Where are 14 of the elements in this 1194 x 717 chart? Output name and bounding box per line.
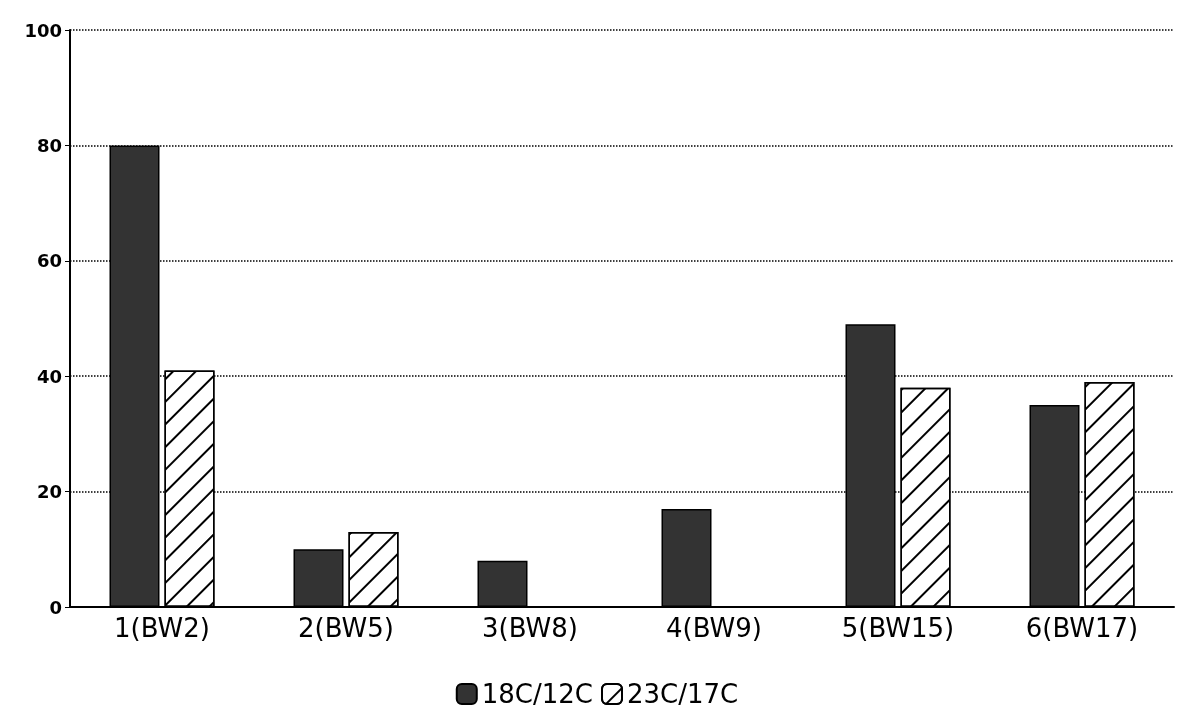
- y-tick-label: 0: [49, 596, 62, 618]
- y-tick-label: 100: [24, 19, 62, 41]
- x-tick-label: 1(BW2): [114, 613, 210, 643]
- x-tick-label: 5(BW15): [841, 613, 955, 643]
- x-tick-label: 3(BW8): [482, 613, 578, 643]
- x-tick-label: 2(BW5): [298, 613, 394, 643]
- y-tick-label: 40: [36, 365, 62, 387]
- y-tick-label: 20: [36, 481, 62, 503]
- legend-label: 23C/17C: [627, 679, 739, 709]
- x-tick-label: 6(BW17): [1025, 613, 1139, 643]
- legend-label: 18C/12C: [481, 679, 594, 709]
- y-tick-label: 80: [36, 134, 62, 156]
- y-tick-label: 60: [36, 250, 62, 272]
- x-tick-label: 4(BW9): [666, 613, 762, 643]
